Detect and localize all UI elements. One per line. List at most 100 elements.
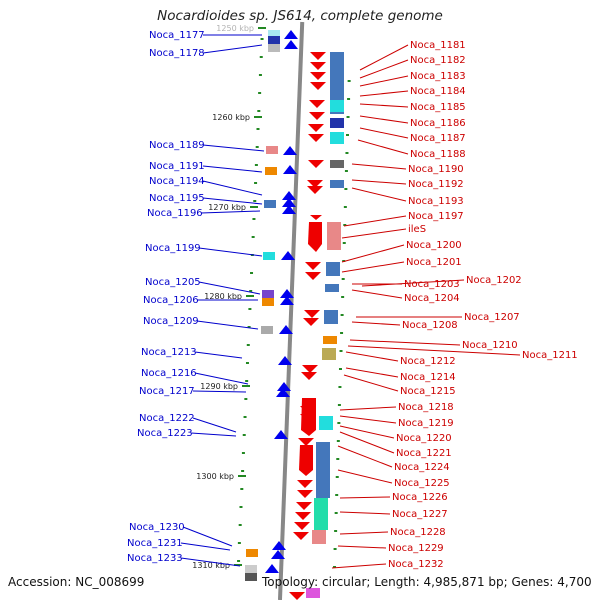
right-gene-label: Noca_1227	[392, 509, 448, 520]
minor-tick	[257, 110, 261, 112]
reverse-gene-arrow	[293, 532, 309, 540]
right-gene-label: Noca_1225	[394, 478, 450, 489]
left-label-leader	[180, 542, 231, 551]
minor-tick	[340, 332, 344, 334]
forward-gene-arrow	[274, 430, 288, 439]
left-gene-label: Noca_1230	[129, 522, 185, 533]
kbp-label: 1270 kbp	[208, 203, 246, 212]
left-gene-label: Noca_1178	[149, 48, 205, 59]
forward-gene-arrow	[282, 205, 296, 214]
right-gene-label: Noca_1218	[398, 402, 454, 413]
right-label-leader	[339, 431, 395, 454]
minor-tick	[242, 434, 246, 436]
forward-gene-arrow	[279, 325, 293, 334]
gene-context-box	[268, 44, 280, 52]
reverse-gene-arrow	[297, 490, 313, 498]
forward-gene-arrow	[282, 198, 296, 207]
gene-context-box	[330, 160, 344, 168]
genome-backbone	[277, 21, 305, 600]
forward-gene-arrow	[272, 541, 286, 550]
right-label-leader	[351, 163, 407, 170]
right-gene-label: Noca_1192	[408, 179, 464, 190]
left-label-leader	[198, 281, 261, 295]
right-label-leader	[345, 351, 399, 362]
left-gene-label: Noca_1199	[145, 243, 201, 254]
reverse-gene-arrow	[307, 180, 323, 188]
gene-context-box	[323, 336, 337, 344]
minor-tick	[237, 560, 241, 562]
right-gene-label: Noca_1221	[396, 448, 452, 459]
right-label-leader	[359, 44, 409, 71]
right-gene-label: Noca_1197	[408, 211, 464, 222]
minor-tick	[254, 182, 258, 184]
right-gene-label: Noca_1210	[462, 340, 518, 351]
reverse-gene-arrow	[310, 52, 326, 60]
kbp-label: 1290 kbp	[200, 382, 238, 391]
minor-tick	[342, 260, 346, 262]
left-label-leader	[202, 165, 263, 173]
minor-tick	[253, 200, 257, 202]
gene-context-box	[322, 348, 336, 360]
right-label-leader	[349, 339, 461, 346]
reverse-gene-arrow	[294, 522, 310, 530]
right-label-leader	[359, 103, 409, 108]
minor-tick	[249, 290, 253, 292]
reverse-gene-arrow	[304, 310, 320, 318]
right-gene-label: Noca_1185	[410, 102, 466, 113]
gene-context-box	[330, 118, 344, 128]
minor-tick	[343, 224, 347, 226]
minor-tick	[239, 506, 243, 508]
right-label-leader	[343, 215, 407, 227]
right-label-leader	[337, 469, 393, 484]
gene-context-box	[330, 132, 344, 144]
page-title: Nocardioides sp. JS614, complete genome	[157, 8, 443, 24]
right-gene-label: Noca_1190	[408, 164, 464, 175]
left-label-leader	[202, 197, 263, 205]
reverse-gene-arrow	[298, 438, 314, 446]
reverse-gene-arrow	[308, 134, 324, 142]
minor-tick	[335, 476, 339, 478]
right-gene-label: Noca_1219	[398, 418, 454, 429]
reverse-gene-arrow	[308, 222, 322, 252]
right-gene-label: Noca_1183	[410, 71, 466, 82]
minor-tick	[344, 188, 348, 190]
right-label-leader	[339, 406, 397, 411]
forward-gene-arrow	[284, 30, 298, 39]
reverse-gene-arrow	[310, 72, 326, 80]
right-label-leader	[339, 496, 391, 499]
forward-gene-arrow	[281, 251, 295, 260]
minor-tick	[334, 530, 338, 532]
right-label-leader	[359, 75, 409, 87]
right-gene-label: Noca_1184	[410, 86, 466, 97]
right-gene-label: Noca_1229	[388, 543, 444, 554]
left-label-leader	[202, 44, 263, 54]
right-gene-label: Noca_1188	[410, 149, 466, 160]
right-label-leader	[351, 289, 403, 299]
left-label-leader	[182, 526, 233, 547]
right-gene-label: Noca_1228	[390, 527, 446, 538]
reverse-gene-arrow	[299, 445, 313, 476]
right-label-leader	[341, 261, 405, 273]
left-gene-label: Noca_1209	[143, 316, 199, 327]
reverse-gene-arrow	[301, 398, 316, 436]
gene-context-box	[330, 180, 344, 188]
minor-tick	[240, 488, 244, 490]
forward-gene-arrow	[283, 165, 297, 174]
right-gene-label: Noca_1232	[388, 559, 444, 570]
right-gene-label: ileS	[408, 224, 426, 235]
kbp-label: 1260 kbp	[212, 113, 250, 122]
gene-context-box	[265, 167, 277, 175]
minor-tick	[343, 206, 347, 208]
gene-context-box	[330, 52, 344, 114]
left-gene-label: Noca_1196	[147, 208, 203, 219]
kbp-label: 1310 kbp	[192, 561, 230, 570]
left-label-leader	[200, 210, 261, 214]
minor-tick	[258, 92, 262, 94]
left-label-leader	[198, 247, 263, 257]
minor-tick	[347, 80, 351, 82]
kbp-label: 1280 kbp	[204, 292, 242, 301]
reverse-gene-arrow	[296, 502, 312, 510]
minor-tick	[255, 146, 259, 148]
right-gene-label: Noca_1201	[406, 257, 462, 268]
